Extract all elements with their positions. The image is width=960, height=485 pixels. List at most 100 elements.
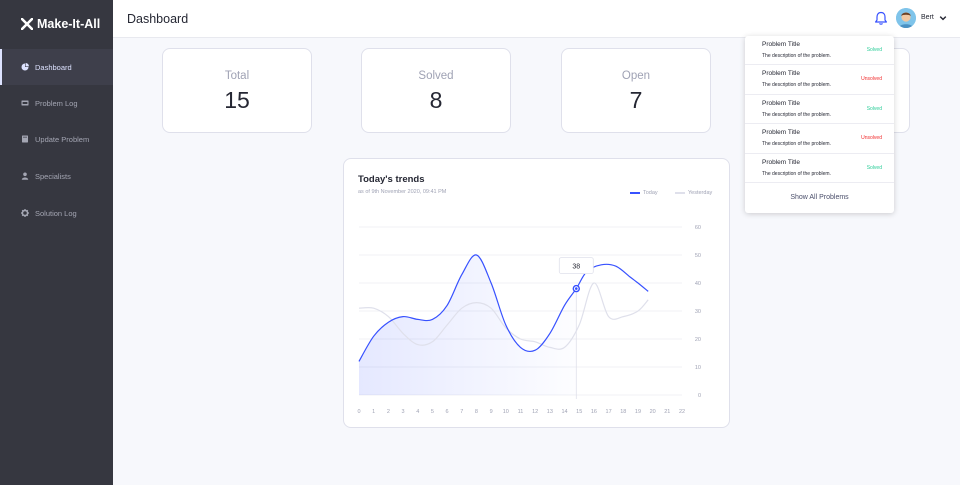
x-tick-label: 2 — [387, 409, 390, 415]
x-tick-label: 13 — [547, 409, 553, 415]
x-tick-label: 8 — [475, 409, 478, 415]
app-name: Make-It-All — [37, 17, 101, 31]
x-tick-label: 11 — [518, 409, 524, 415]
bell-icon[interactable] — [874, 11, 888, 26]
notification-description: The description of the problem. — [762, 170, 831, 177]
notification-item[interactable]: Problem Title The description of the pro… — [745, 124, 894, 154]
notification-item[interactable]: Problem Title The description of the pro… — [745, 36, 894, 66]
page-title: Dashboard — [127, 12, 189, 26]
x-tick-label: 20 — [650, 409, 656, 415]
chart-tooltip: 38 — [558, 257, 594, 274]
ticket-icon — [21, 100, 29, 106]
y-tick-label: 60 — [695, 225, 701, 231]
stat-label: Solved — [418, 70, 454, 82]
notification-item[interactable]: Problem Title The description of the pro… — [745, 154, 894, 183]
user-name[interactable]: Bert — [921, 14, 934, 21]
legend-label: Today — [643, 190, 658, 196]
x-tick-label: 22 — [679, 409, 685, 415]
notification-title: Problem Title — [762, 129, 800, 137]
avatar[interactable] — [896, 8, 916, 28]
notification-description: The description of the problem. — [762, 53, 831, 59]
y-tick-label: 40 — [695, 281, 701, 287]
x-tick-label: 9 — [490, 409, 493, 415]
stat-value: 8 — [429, 87, 443, 113]
notification-item[interactable]: Problem Title The description of the pro… — [745, 95, 894, 125]
stat-label: Open — [621, 70, 651, 82]
notification-description: The description of the problem. — [762, 141, 831, 148]
hover-point-center — [574, 287, 578, 290]
sidebar-item-dashboard[interactable]: Dashboard — [0, 49, 113, 85]
top-bar: Dashboard Bert — [113, 0, 960, 38]
y-tick-label: 10 — [695, 365, 701, 371]
sidebar: Make-It-All Dashboard Problem Log Update… — [0, 0, 113, 485]
notification-title: Problem Title — [762, 158, 800, 166]
notification-title: Problem Title — [762, 41, 800, 48]
legend-label: Yesterday — [688, 190, 713, 196]
status-badge: Solved — [866, 47, 882, 53]
chart-title: Today's trends — [358, 174, 425, 185]
legend-line-icon — [630, 192, 640, 194]
x-tick-label: 19 — [635, 409, 641, 415]
sidebar-item-label: Solution Log — [35, 208, 77, 218]
legend-yesterday: Yesterday — [675, 190, 712, 196]
notification-description: The description of the problem. — [762, 82, 831, 89]
notification-item[interactable]: Problem Title The description of the pro… — [745, 65, 894, 95]
stat-card-total[interactable]: Total 15 — [162, 48, 312, 133]
y-tick-label: 30 — [695, 309, 701, 315]
pie-chart-icon — [21, 63, 29, 71]
tooltip-value: 38 — [572, 264, 580, 271]
sidebar-item-problem-log[interactable]: Problem Log — [0, 85, 113, 121]
x-tick-label: 17 — [606, 409, 612, 415]
y-tick-label: 20 — [695, 337, 701, 343]
x-tick-label: 1 — [372, 409, 375, 415]
x-tick-label: 7 — [460, 409, 463, 415]
logo-x-icon — [21, 18, 33, 30]
series-line-yesterday — [358, 282, 649, 350]
stat-card-solved[interactable]: Solved 8 — [361, 48, 511, 133]
x-tick-label: 6 — [446, 409, 449, 415]
notification-title: Problem Title — [762, 70, 800, 78]
today-area — [359, 254, 577, 395]
user-icon — [21, 172, 29, 180]
y-tick-label: 50 — [695, 253, 701, 259]
x-tick-label: 16 — [591, 409, 597, 415]
stat-label: Total — [224, 70, 250, 82]
avatar-face-icon — [896, 8, 916, 28]
sidebar-item-specialists[interactable]: Specialists — [0, 158, 113, 194]
y-tick-label: 0 — [698, 393, 701, 399]
sidebar-item-label: Problem Log — [35, 98, 78, 108]
sidebar-item-solution-log[interactable]: Solution Log — [0, 195, 113, 231]
x-tick-label: 5 — [431, 409, 434, 415]
x-tick-label: 10 — [503, 409, 509, 415]
sidebar-item-label: Dashboard — [35, 62, 72, 72]
sidebar-item-update-problem[interactable]: Update Problem — [0, 121, 113, 157]
trends-card: Today's trends as of 9th November 2020, … — [343, 158, 730, 428]
legend-today: Today — [630, 190, 658, 196]
show-all-problems-link[interactable]: Show All Problems — [790, 194, 849, 201]
legend-line-icon — [675, 192, 685, 194]
tooltip-box — [558, 257, 594, 274]
x-tick-label: 0 — [357, 409, 360, 415]
chart-subtitle: as of 9th November 2020, 09:41 PM — [358, 189, 447, 195]
status-badge: Solved — [866, 164, 882, 171]
app-logo[interactable]: Make-It-All — [21, 17, 100, 31]
x-tick-label: 3 — [402, 409, 405, 415]
x-tick-label: 12 — [532, 409, 538, 415]
notification-description: The description of the problem. — [762, 111, 831, 118]
x-tick-label: 14 — [561, 409, 567, 415]
status-badge: Unsolved — [861, 76, 882, 83]
x-tick-label: 18 — [620, 409, 626, 415]
notification-title: Problem Title — [762, 99, 800, 107]
x-tick-label: 15 — [576, 409, 582, 415]
chevron-down-icon[interactable] — [939, 14, 947, 22]
sidebar-item-label: Update Problem — [35, 134, 90, 144]
status-badge: Solved — [866, 105, 882, 112]
x-tick-label: 4 — [416, 409, 419, 415]
stat-card-open[interactable]: Open 7 — [561, 48, 711, 133]
stat-value: 7 — [629, 87, 643, 113]
status-badge: Unsolved — [861, 135, 882, 142]
series-line-today — [358, 254, 649, 362]
x-tick-label: 21 — [664, 409, 670, 415]
sidebar-item-label: Specialists — [35, 171, 71, 181]
